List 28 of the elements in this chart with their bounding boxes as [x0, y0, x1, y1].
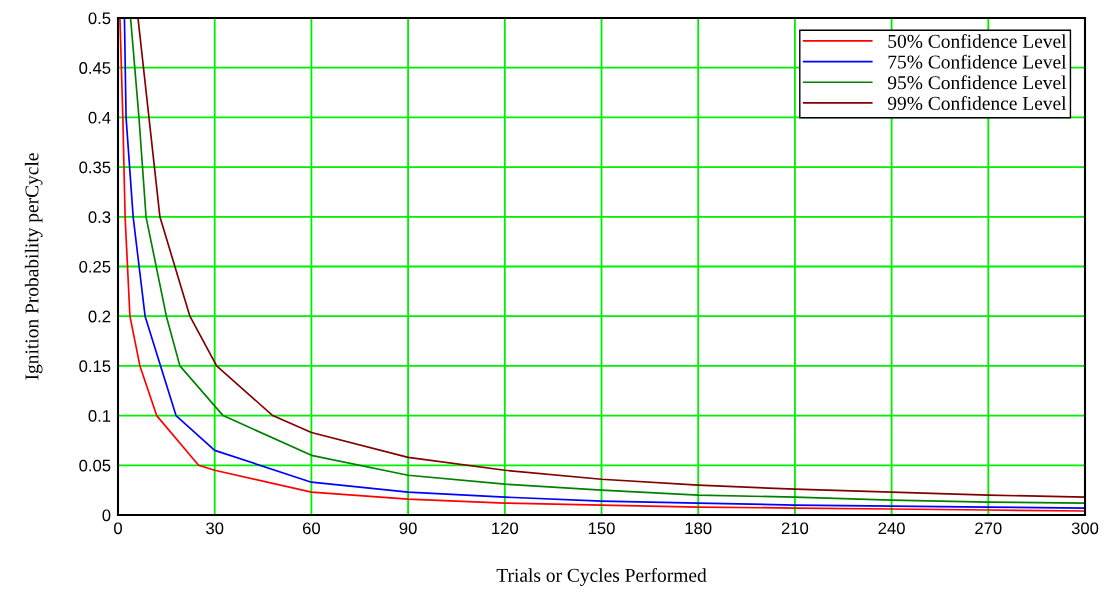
y-tick-label: 0.35 [79, 161, 111, 174]
y-tick-label: 0.3 [88, 211, 111, 223]
y-tick-label: 0.1 [88, 410, 111, 422]
x-tick-label: 0 [114, 522, 122, 535]
y-tick-label: 0.2 [88, 310, 111, 323]
x-tick-label: 240 [878, 522, 905, 535]
y-tick-label: 0.15 [79, 360, 111, 373]
y-tick-label: 0.25 [79, 260, 111, 273]
legend-label: 99% Confidence Level [887, 96, 1067, 110]
x-tick-label: 270 [975, 522, 1002, 535]
x-tick-label: 90 [399, 522, 417, 535]
x-tick-label: 30 [206, 522, 224, 535]
legend-label: 50% Confidence Level [888, 34, 1067, 48]
y-tick-label: 0.45 [79, 62, 111, 74]
x-tick-label: 300 [1071, 522, 1099, 535]
y-tick-label: 0.4 [88, 111, 111, 124]
legend-label: 95% Confidence Level [887, 75, 1067, 90]
y-tick-label: 0.5 [88, 12, 111, 25]
x-tick-label: 120 [492, 522, 519, 535]
x-tick-label: 150 [588, 522, 615, 535]
legend-label: 75% Confidence Level [888, 54, 1067, 69]
y-tick-label: 0 [102, 509, 111, 522]
x-axis-title: Trials or Cycles Performed [496, 568, 707, 586]
y-axis-title: Ignition Probability perCycle [24, 153, 43, 380]
y-tick-label: 0.05 [79, 459, 111, 472]
x-tick-label: 180 [685, 522, 712, 535]
x-tick-label: 210 [781, 522, 809, 535]
x-tick-label: 60 [302, 522, 321, 535]
